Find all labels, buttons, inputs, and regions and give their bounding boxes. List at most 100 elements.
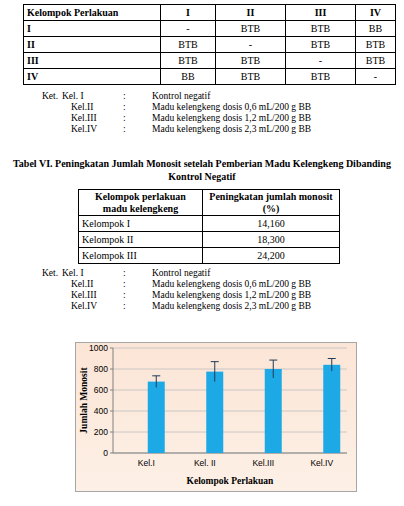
y-tick-label: 800	[94, 364, 108, 374]
cell: -	[356, 69, 396, 85]
note-label: Kel. I	[62, 268, 84, 278]
row: Kelompok III24,200	[79, 248, 340, 264]
y-tick-label: 200	[94, 427, 108, 437]
bar	[148, 382, 165, 453]
error-cap	[328, 358, 336, 359]
cell: Kelompok I	[79, 216, 203, 232]
cell: BTB	[286, 69, 356, 85]
note-label: Kel.III	[71, 113, 97, 123]
note-separator: :	[123, 102, 126, 112]
bar	[323, 365, 340, 453]
error-cap	[152, 375, 160, 376]
cell: IV	[24, 69, 161, 85]
note-text: Madu kelengkeng dosis 0,6 mL/200 g BB	[152, 279, 311, 289]
bar	[265, 369, 282, 453]
note-label: Kel.III	[71, 290, 97, 300]
cell: BB	[356, 21, 396, 37]
note-text: Kontrol negatif	[152, 91, 210, 101]
header-cell: III	[286, 5, 356, 21]
header-cell: I	[161, 5, 216, 21]
note-label: Kel. I	[62, 91, 84, 101]
x-tick-label: Kel. II	[194, 458, 216, 468]
note-text: Kontrol negatif	[152, 268, 210, 278]
cell: I	[24, 21, 161, 37]
note-prefix: Ket.	[42, 91, 58, 101]
header-cell: II	[216, 5, 286, 21]
cell: 18,300	[203, 232, 340, 248]
note-label: Kel.II	[71, 102, 93, 112]
error-line	[214, 362, 215, 382]
cell: BTB	[286, 21, 356, 37]
x-tick-label: Kel.I	[138, 458, 155, 468]
error-line	[156, 376, 157, 388]
note-label: Kel.IV	[71, 124, 97, 134]
note-separator: :	[123, 268, 126, 278]
cell: III	[24, 53, 161, 69]
y-tick-label: 600	[94, 385, 108, 395]
error-line	[273, 360, 274, 378]
cell: BTB	[216, 69, 286, 85]
y-axis-label: Jumlah Monosit	[79, 367, 89, 434]
y-tick-label: 0	[103, 448, 108, 458]
chart: 0 200 400 600 800 1000 Kel.I Kel. II Kel.III Kel.…	[75, 342, 357, 492]
header-row: Kelompok perlakuan madu kelengkengPening…	[79, 190, 340, 216]
note-text: Madu kelengkeng dosis 2,3 mL/200 g BB	[152, 124, 311, 134]
note-separator: :	[123, 113, 126, 123]
note-text: Madu kelengkeng dosis 2,3 mL/200 g BB	[152, 301, 311, 311]
table: Kelompok PerlakuanIIIIIIIVI-BTBBTBBBIIBT…	[23, 4, 396, 85]
error-bar	[328, 359, 336, 372]
error-line	[331, 359, 332, 372]
row: Kelompok II18,300	[79, 232, 340, 248]
x-axis-label: Kelompok Perlakuan	[187, 476, 275, 486]
header-cell: Peningkatan jumlah monosit (%)	[203, 190, 340, 216]
cell: 24,200	[203, 248, 340, 264]
note-separator: :	[123, 279, 126, 289]
x-tick-label: Kel.IV	[310, 458, 333, 468]
note-text: Madu kelengkeng dosis 1,2 mL/200 g BB	[152, 113, 311, 123]
y-tick-label: 1000	[89, 343, 108, 353]
header-cell: Kelompok perlakuan madu kelengkeng	[79, 190, 203, 216]
note-separator: :	[123, 301, 126, 311]
cell: BTB	[356, 53, 396, 69]
cell: BTB	[216, 21, 286, 37]
y-axis	[113, 348, 114, 453]
cell: II	[24, 37, 161, 53]
error-bar	[152, 376, 160, 388]
cell: Kelompok II	[79, 232, 203, 248]
header-cell: IV	[356, 5, 396, 21]
cell: 14,160	[203, 216, 340, 232]
row: Kelompok I14,160	[79, 216, 340, 232]
note-separator: :	[123, 91, 126, 101]
bar	[206, 372, 223, 453]
note-text: Madu kelengkeng dosis 1,2 mL/200 g BB	[152, 290, 311, 300]
header-cell: Kelompok Perlakuan	[24, 5, 161, 21]
header-row: Kelompok PerlakuanIIIIIIIV	[24, 5, 396, 21]
caption-line: Tabel VI. Peningkatan Jumlah Monosit set…	[0, 158, 404, 169]
grid-line	[113, 348, 347, 349]
note-prefix: Ket.	[42, 268, 58, 278]
cell: BB	[161, 69, 216, 85]
row: IIBTB-BTBBTB	[24, 37, 396, 53]
row: IIIBTBBTB-BTB	[24, 53, 396, 69]
x-tick-label: Kel.III	[252, 458, 274, 468]
bars	[148, 359, 341, 454]
row: I-BTBBTBBB	[24, 21, 396, 37]
error-bar	[269, 360, 277, 378]
table: Kelompok perlakuan madu kelengkengPening…	[78, 189, 340, 264]
note-label: Kel.IV	[71, 301, 97, 311]
grid-line	[113, 369, 347, 370]
cell: BTB	[161, 37, 216, 53]
cell: BTB	[286, 37, 356, 53]
cell: BTB	[356, 37, 396, 53]
y-tick-label: 400	[94, 406, 108, 416]
note-separator: :	[123, 124, 126, 134]
cell: BTB	[161, 53, 216, 69]
note-label: Kel.II	[71, 279, 93, 289]
error-cap	[269, 360, 277, 361]
cell: -	[286, 53, 356, 69]
row: IVBBBTBBTB-	[24, 69, 396, 85]
error-bar	[211, 362, 219, 382]
cell: Kelompok III	[79, 248, 203, 264]
chart-frame	[76, 343, 357, 492]
cell: BTB	[216, 53, 286, 69]
